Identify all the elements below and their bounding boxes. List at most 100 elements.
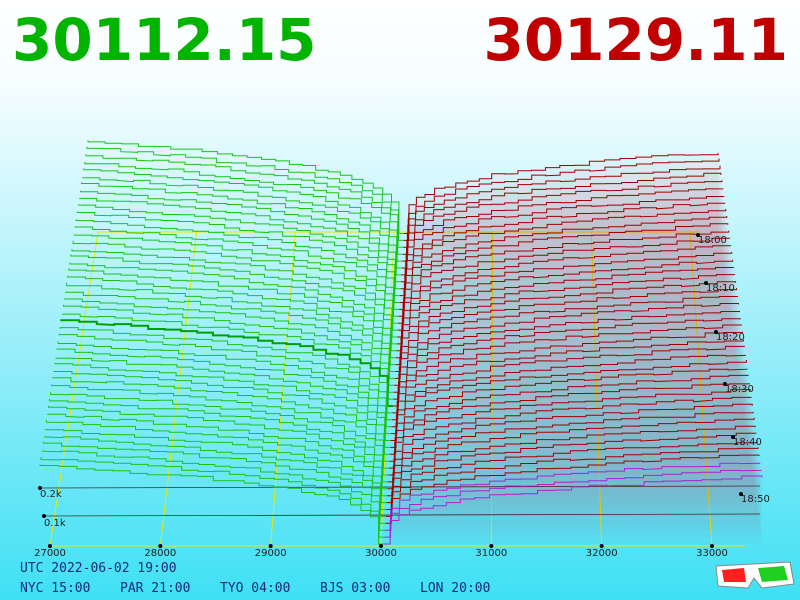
bid-layer (40, 457, 385, 538)
ask-layer (394, 303, 739, 379)
ask-layer (393, 318, 741, 393)
ask-layer (390, 374, 749, 448)
zone-time: LON 20:00 (420, 581, 490, 596)
bid-layer (42, 441, 386, 524)
bid-layer (65, 291, 395, 379)
ask-layer (404, 152, 719, 234)
floor-line (49, 231, 99, 547)
tick-dot (38, 486, 42, 490)
ask-layer (388, 403, 753, 476)
bid-layer (51, 384, 389, 469)
time-label: 18:10 (706, 283, 735, 294)
time-label: 18:40 (733, 437, 762, 448)
ask-layer (388, 396, 752, 469)
bid-layer (43, 436, 386, 517)
ask-layer (398, 237, 731, 317)
tick-dot (268, 544, 273, 548)
price-label: 32000 (586, 548, 618, 559)
tick-dot (704, 281, 708, 285)
ask-layer (395, 296, 739, 372)
ask-layer (400, 216, 728, 297)
bid-layer (82, 177, 402, 269)
3d-glasses-icon[interactable] (715, 561, 795, 589)
tick-dot (489, 544, 494, 548)
zone-time: TYO 04:00 (220, 581, 290, 596)
ask-layer (391, 354, 746, 428)
tick-dot (714, 330, 718, 334)
bid-layer (58, 333, 392, 421)
bid-layer (47, 413, 388, 497)
price-label: 31000 (475, 548, 507, 559)
bid-layer (69, 262, 397, 352)
ask-layer (386, 440, 758, 510)
ask-layer (393, 324, 742, 400)
ask-layer (399, 223, 729, 303)
zone-time: PAR 21:00 (120, 581, 190, 596)
bid-layer (52, 377, 390, 462)
bid-layer (63, 304, 394, 393)
depth-label: 0.2k (40, 489, 62, 500)
ask-layer (397, 259, 734, 338)
time-label: 18:20 (716, 332, 745, 343)
ask-layer (399, 230, 730, 310)
ask-layer (384, 462, 761, 531)
ask-layer (389, 383, 750, 455)
ask-layer (385, 447, 759, 517)
floor-line (270, 231, 296, 547)
ask-layer (386, 432, 757, 504)
bid-layer (59, 327, 393, 414)
time-label: 18:00 (698, 235, 727, 246)
price-label: 27000 (34, 548, 66, 559)
tick-dot (158, 544, 163, 548)
bid-layer (84, 161, 403, 255)
bid-layer (45, 419, 387, 504)
bid-layer (53, 371, 390, 455)
bid-layer (72, 240, 398, 331)
price-label: 29000 (255, 548, 287, 559)
tick-dot (48, 544, 52, 548)
time-label: 18:50 (741, 494, 770, 505)
bid-layer (68, 268, 396, 359)
ask-layer (392, 339, 744, 414)
tick-dot (379, 544, 383, 548)
ask-layer (396, 281, 737, 359)
ask-layer (388, 411, 754, 483)
ask-layer (400, 202, 726, 283)
ask-layer (387, 425, 756, 497)
bid-layer (87, 140, 404, 234)
tick-dot (739, 492, 743, 496)
price-label: 33000 (696, 548, 728, 559)
bid-layer (57, 341, 392, 428)
bid-layer (71, 249, 398, 338)
ask-layer (396, 267, 735, 345)
bid-layer (61, 313, 394, 400)
bid-layer (66, 282, 396, 372)
bid-layer (86, 146, 404, 241)
ask-layer (392, 331, 743, 407)
floor-line (689, 231, 713, 547)
bid-layer (70, 254, 397, 345)
bid-layer (83, 168, 403, 262)
bid-layer (44, 429, 387, 510)
ask-layer (396, 274, 736, 352)
bid-layer (48, 405, 388, 490)
depth-label: 0.1k (44, 518, 66, 529)
bid-layer (41, 450, 385, 531)
ask-layer (389, 389, 751, 462)
time-label: 18:30 (725, 384, 754, 395)
bid-layer (39, 464, 384, 545)
ask-layer (390, 368, 748, 441)
ask-layer (384, 469, 762, 538)
bid-layer (56, 348, 392, 435)
bid-layer (64, 298, 395, 386)
ask-layer (385, 454, 760, 524)
depth-layers (39, 140, 763, 545)
bid-layer (50, 391, 389, 476)
tick-dot (42, 514, 46, 518)
ask-layer (387, 417, 755, 490)
ask-layer (402, 172, 722, 255)
bid-layer (77, 204, 400, 297)
bid-layer (75, 219, 400, 310)
ask-layer (384, 475, 763, 545)
